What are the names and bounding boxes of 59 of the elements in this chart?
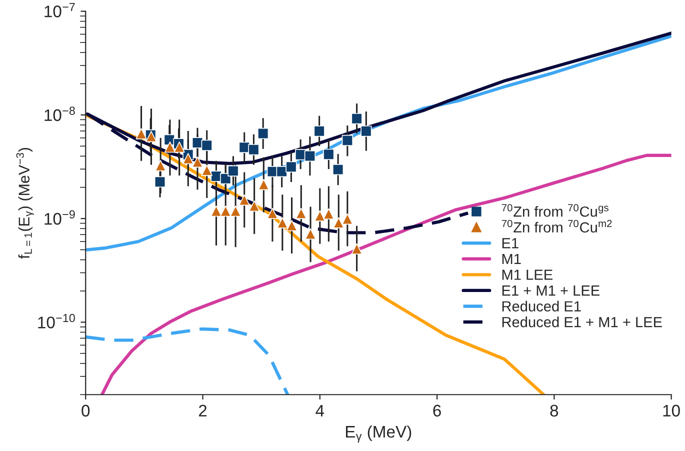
- point: [286, 220, 298, 232]
- legend-label: M1: [502, 254, 521, 264]
- point: [248, 144, 260, 156]
- point: [304, 150, 316, 162]
- point: [182, 153, 194, 164]
- point: [230, 206, 242, 217]
- point: [296, 208, 307, 220]
- point: [248, 200, 260, 212]
- legend-label: Reduced E1: [502, 300, 581, 312]
- point: [201, 140, 212, 151]
- y-tick-label: 10$^{−9}$: [44, 210, 75, 225]
- point: [342, 213, 353, 225]
- x-tick-label: 10: [663, 404, 680, 417]
- point: [210, 206, 222, 217]
- line-series: [86, 327, 290, 395]
- y-tick-label: 10$^{−7}$: [44, 2, 75, 18]
- point: [351, 243, 362, 254]
- legend-label: E1: [502, 238, 518, 248]
- point: [266, 208, 278, 220]
- legend-label: M1 LEE: [502, 270, 552, 280]
- x-tick-label: 6: [433, 404, 441, 417]
- point: [228, 165, 239, 177]
- x-tick-label: 8: [550, 404, 558, 417]
- legend-label: Reduced E1 + M1 + LEE: [502, 316, 662, 328]
- point: [333, 217, 344, 228]
- point: [155, 160, 166, 172]
- point: [154, 176, 166, 188]
- y-tick-label: 10$^{−10}$: [38, 314, 75, 328]
- point: [360, 126, 372, 137]
- point: [238, 194, 250, 206]
- legend-label: $^{70}$Zn from $^{70}$Cu$^{m2}$: [502, 220, 612, 233]
- point: [286, 161, 297, 172]
- y-axis-title: f$_{L=1}$(E$_{γ}$) (MeV$^{−3}$): [16, 148, 34, 259]
- point: [192, 137, 204, 148]
- point: [276, 217, 288, 228]
- x-tick-label: 2: [198, 404, 207, 416]
- point: [342, 134, 353, 146]
- x-axis-title: E$_{γ}$ (MeV): [346, 425, 412, 443]
- point: [258, 178, 270, 190]
- legend-label: E1 + M1 + LEE: [502, 286, 600, 296]
- point: [258, 128, 269, 140]
- point: [192, 156, 204, 168]
- point: [136, 128, 147, 140]
- line-series: [100, 154, 672, 395]
- point: [304, 228, 316, 240]
- x-tick-label: 4: [316, 404, 324, 416]
- point: [332, 164, 344, 176]
- legend-label: $^{70}$Zn from $^{70}$Cu$^{gs}$: [502, 204, 608, 217]
- point: [323, 148, 334, 160]
- point: [201, 164, 212, 176]
- point: [174, 142, 185, 153]
- point: [220, 206, 232, 217]
- point: [164, 142, 176, 153]
- point: [351, 113, 362, 124]
- point: [314, 210, 326, 222]
- x-tick-label: 0: [82, 404, 90, 417]
- point: [314, 126, 325, 137]
- y-tick-label: 10$^{−8}$: [44, 106, 75, 122]
- point: [323, 208, 334, 220]
